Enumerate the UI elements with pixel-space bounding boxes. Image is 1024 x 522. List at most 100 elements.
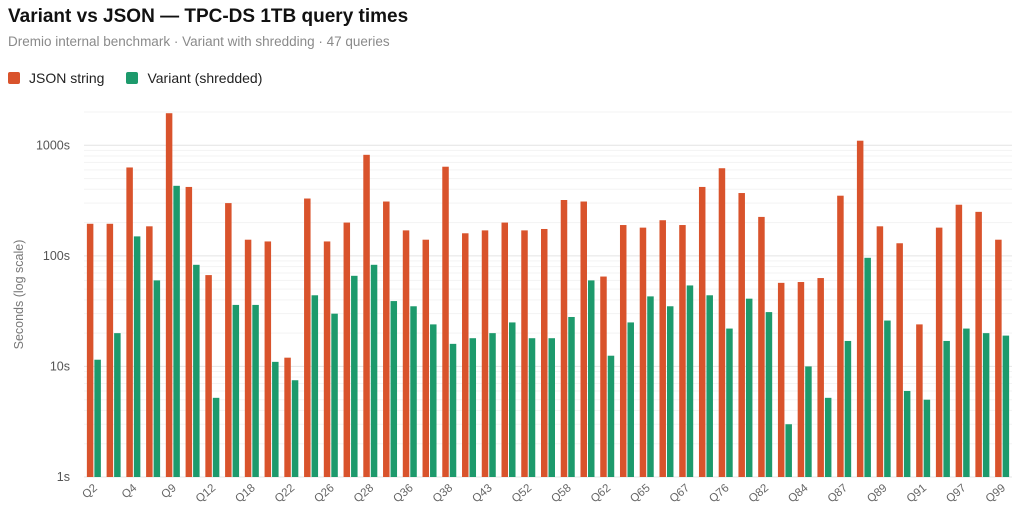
bar-json-q26[interactable] [323, 241, 331, 477]
bar-json-q63[interactable] [619, 225, 627, 477]
bar-variant-q12[interactable] [212, 397, 220, 477]
legend-item-json[interactable]: JSON string [8, 70, 104, 86]
bar-json-q91[interactable] [916, 324, 923, 477]
bar-variant-q79[interactable] [745, 298, 753, 477]
bar-json-q15[interactable] [225, 203, 232, 477]
bar-variant-q55[interactable] [548, 338, 556, 477]
bar-variant-q42[interactable] [469, 338, 477, 477]
bar-variant-q52[interactable] [528, 338, 536, 477]
bar-variant-q65[interactable] [647, 296, 654, 477]
bar-json-q19[interactable] [264, 241, 272, 477]
bar-variant-q63[interactable] [627, 322, 634, 477]
bar-variant-q67[interactable] [686, 285, 694, 477]
bar-variant-q36[interactable] [410, 306, 417, 477]
bar-json-q76[interactable] [718, 168, 726, 478]
bar-json-q10[interactable] [185, 186, 193, 477]
bar-variant-q85[interactable] [824, 397, 832, 477]
bar-json-q43[interactable] [481, 230, 489, 477]
bar-variant-q43[interactable] [489, 333, 496, 477]
bar-json-q22[interactable] [284, 357, 291, 477]
bar-json-q99[interactable] [995, 239, 1002, 477]
bar-json-q27[interactable] [343, 222, 351, 477]
bar-variant-q25[interactable] [311, 295, 319, 477]
bar-variant-q89[interactable] [884, 320, 891, 477]
bar-variant-q10[interactable] [193, 264, 200, 477]
bar-json-q65[interactable] [639, 227, 647, 477]
bar-json-q73[interactable] [698, 186, 706, 477]
bar-json-q28[interactable] [363, 154, 370, 477]
bar-json-q88[interactable] [856, 140, 864, 477]
bar-variant-q37[interactable] [430, 324, 437, 477]
bar-variant-q73[interactable] [706, 295, 713, 477]
bar-variant-q46[interactable] [509, 322, 516, 477]
bar-variant-q88[interactable] [864, 257, 871, 477]
bar-json-q87[interactable] [837, 195, 844, 477]
bar-json-q3[interactable] [106, 223, 114, 477]
bar-variant-q93[interactable] [943, 340, 950, 477]
bar-json-q7[interactable] [146, 226, 153, 477]
bar-json-q90[interactable] [896, 243, 903, 477]
bar-variant-q27[interactable] [351, 275, 358, 477]
bar-json-q82[interactable] [758, 216, 765, 478]
bar-json-q55[interactable] [541, 228, 548, 477]
bar-variant-q22[interactable] [291, 380, 299, 477]
bar-json-q34[interactable] [383, 201, 390, 477]
bar-variant-q99[interactable] [1002, 335, 1010, 477]
bar-json-q25[interactable] [304, 198, 311, 477]
legend-item-variant[interactable]: Variant (shredded) [126, 70, 262, 86]
bar-json-q79[interactable] [738, 193, 745, 477]
bar-json-q2[interactable] [86, 223, 94, 477]
bar-variant-q97[interactable] [963, 328, 970, 477]
bar-variant-q2[interactable] [94, 359, 101, 477]
bar-json-q66[interactable] [659, 220, 666, 477]
bar-json-q93[interactable] [935, 227, 943, 477]
bar-variant-q76[interactable] [726, 328, 733, 477]
bar-variant-q62[interactable] [607, 355, 615, 477]
bar-variant-q7[interactable] [153, 280, 161, 477]
bars-layer [86, 113, 1010, 478]
bar-variant-q58[interactable] [568, 316, 575, 477]
bar-variant-q9[interactable] [173, 185, 180, 478]
bar-variant-q91[interactable] [923, 399, 931, 477]
bar-variant-q28[interactable] [370, 264, 378, 477]
bar-json-q9[interactable] [165, 113, 173, 478]
bar-variant-q15[interactable] [232, 304, 240, 477]
bar-json-q36[interactable] [402, 230, 410, 477]
bar-variant-q18[interactable] [252, 304, 259, 477]
bar-json-q42[interactable] [462, 233, 469, 477]
bar-variant-q26[interactable] [331, 313, 338, 477]
bar-json-q62[interactable] [600, 276, 607, 477]
bar-variant-q82[interactable] [765, 312, 773, 477]
bar-json-q98[interactable] [975, 211, 982, 477]
bar-json-q89[interactable] [876, 226, 884, 477]
bar-variant-q19[interactable] [272, 361, 279, 477]
bar-variant-q3[interactable] [114, 333, 121, 477]
bar-json-q83[interactable] [777, 282, 785, 477]
x-tick-label: Q58 [549, 482, 573, 505]
bar-json-q67[interactable] [679, 225, 686, 477]
bar-json-q38[interactable] [442, 166, 449, 477]
bar-variant-q90[interactable] [903, 390, 911, 477]
bar-variant-q66[interactable] [666, 306, 674, 477]
bar-variant-q87[interactable] [844, 340, 852, 477]
bar-json-q84[interactable] [797, 282, 805, 477]
bar-json-q18[interactable] [244, 239, 252, 477]
bar-json-q12[interactable] [205, 275, 212, 477]
bar-variant-q83[interactable] [785, 424, 792, 477]
bar-json-q59[interactable] [580, 201, 587, 477]
bar-variant-q4[interactable] [133, 236, 141, 477]
bar-json-q58[interactable] [560, 200, 568, 477]
bar-json-q37[interactable] [422, 239, 430, 477]
bar-json-q52[interactable] [521, 230, 528, 477]
bar-json-q46[interactable] [501, 222, 509, 477]
x-tick-label: Q62 [589, 482, 613, 505]
x-tick-label: Q18 [233, 482, 257, 505]
bar-variant-q59[interactable] [587, 280, 595, 477]
bar-json-q85[interactable] [817, 278, 824, 477]
bar-variant-q98[interactable] [982, 333, 990, 477]
bar-json-q97[interactable] [955, 204, 963, 478]
bar-variant-q34[interactable] [390, 301, 398, 477]
bar-json-q4[interactable] [126, 167, 133, 477]
bar-variant-q84[interactable] [805, 366, 812, 477]
bar-variant-q38[interactable] [449, 343, 457, 477]
